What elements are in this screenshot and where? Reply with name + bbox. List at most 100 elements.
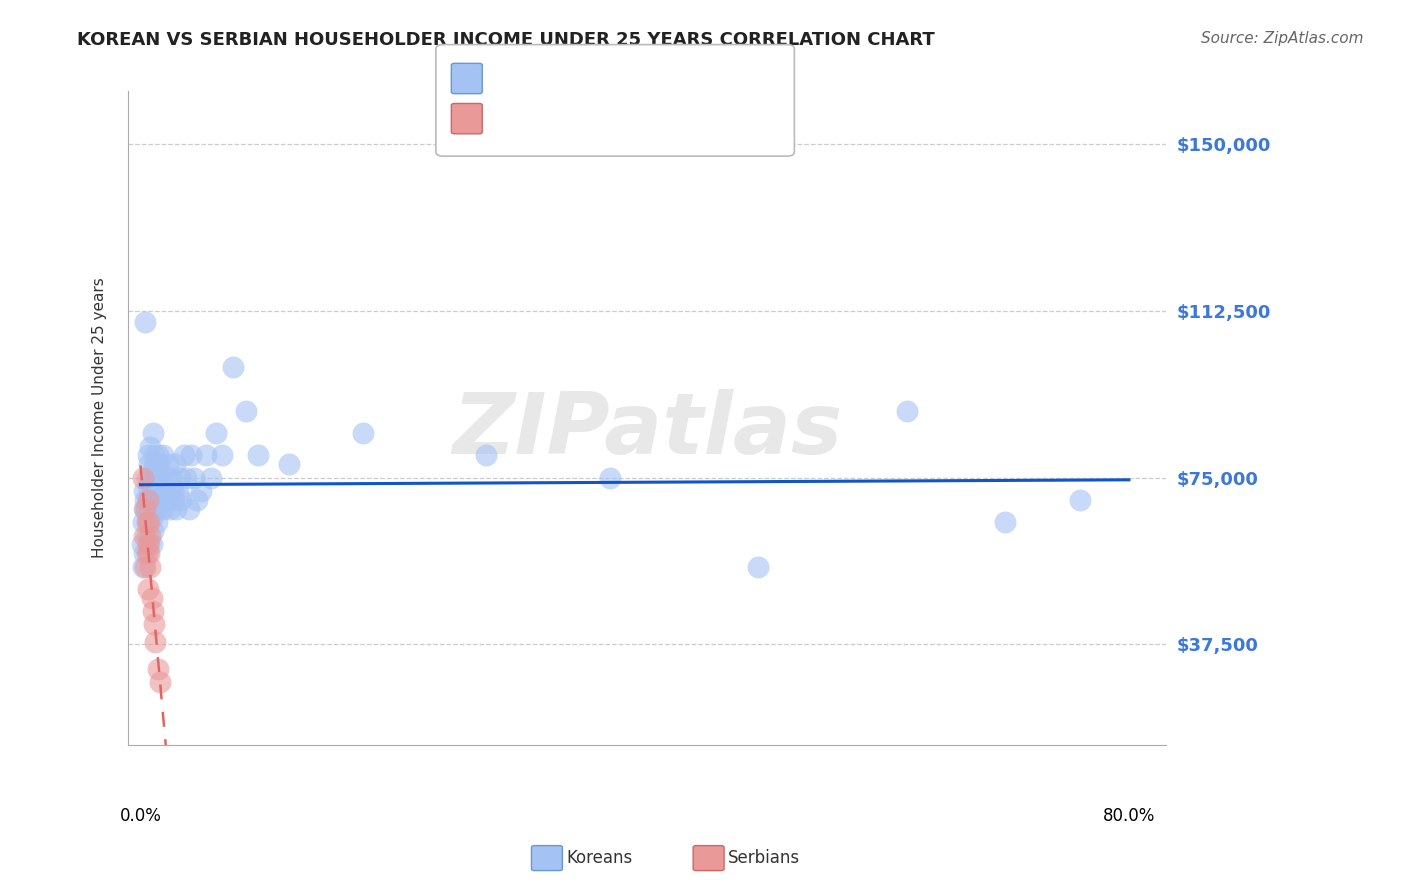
Point [163,492,186,507]
Point [149,467,172,481]
Point [211,449,233,463]
Point [139,501,162,516]
Point [145,471,167,485]
Point [170,492,193,507]
Point [142,426,165,441]
Point [132,471,155,485]
Point [134,546,156,560]
Text: Serbians: Serbians [728,849,800,867]
Point [222,359,245,374]
Point [156,458,179,472]
Point [136,480,159,494]
Point [155,492,177,507]
Point [1069,492,1091,507]
Point [747,559,769,574]
Point [136,537,159,551]
Point [152,501,174,516]
Point [134,484,156,499]
Point [165,458,187,472]
Point [155,471,177,485]
Point [134,559,156,574]
Point [157,484,180,499]
Point [138,515,160,529]
Point [139,475,162,490]
Point [139,440,162,454]
Text: -0.045: -0.045 [527,110,586,128]
Point [135,471,157,485]
Point [994,515,1017,529]
Point [896,404,918,418]
Text: N =: N = [591,70,621,87]
Point [159,501,181,516]
Point [135,546,157,560]
Point [165,501,187,516]
Point [138,492,160,507]
Point [136,582,159,596]
Point [134,528,156,542]
Point [143,484,166,499]
Point [136,449,159,463]
Point [169,471,191,485]
Point [352,426,374,441]
Point [134,501,156,516]
Point [134,492,156,507]
Point [235,404,257,418]
Point [132,515,155,529]
Point [143,458,166,472]
Point [183,471,205,485]
Point [143,501,166,516]
Point [136,492,159,507]
Point [142,492,165,507]
Point [149,675,172,690]
Point [139,528,162,542]
Point [141,510,163,524]
Point [200,471,222,485]
Text: R =: R = [489,70,520,87]
Point [143,635,166,649]
Point [180,449,202,463]
Point [166,484,188,499]
Point [135,528,157,542]
Point [148,458,170,472]
Point [136,515,159,529]
Point [138,537,160,551]
Point [134,501,156,516]
Point [134,315,156,329]
Point [177,501,200,516]
Point [246,449,269,463]
Point [599,471,621,485]
Text: ZIPatlas: ZIPatlas [451,389,842,472]
Point [143,617,166,632]
Point [205,426,228,441]
Point [186,492,208,507]
Point [174,471,197,485]
Point [153,484,176,499]
Point [277,458,299,472]
Point [141,591,163,605]
Text: 19: 19 [630,110,652,128]
Text: 80.0%: 80.0% [1102,806,1156,825]
Y-axis label: Householder Income Under 25 years: Householder Income Under 25 years [93,277,107,558]
Point [143,449,166,463]
Point [146,662,169,676]
Point [475,449,498,463]
Point [141,537,163,551]
Point [152,449,174,463]
Point [141,484,163,499]
Point [139,559,162,574]
Point [145,515,167,529]
Point [135,501,157,516]
Point [150,471,173,485]
Point [162,484,184,499]
Point [132,559,155,574]
Point [135,515,157,529]
Point [142,524,165,538]
Text: Koreans: Koreans [567,849,633,867]
Point [142,462,165,476]
Point [149,492,172,507]
Text: 0.0%: 0.0% [120,806,162,825]
Point [146,484,169,499]
Point [146,449,169,463]
Point [148,501,170,516]
Point [190,484,212,499]
